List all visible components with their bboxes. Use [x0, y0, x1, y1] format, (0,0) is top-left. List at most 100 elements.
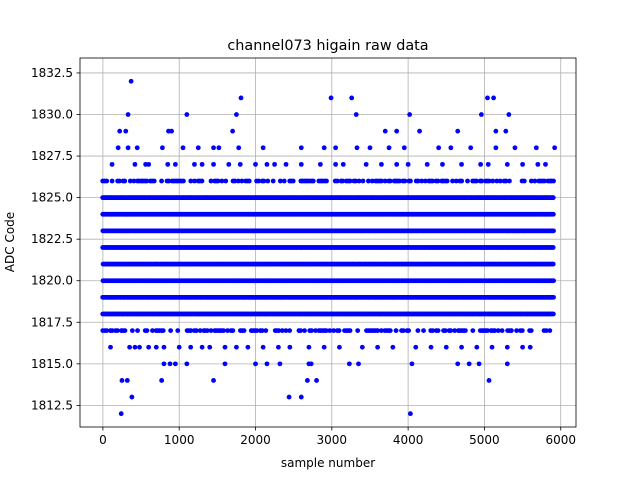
data-point — [503, 128, 509, 134]
data-point — [379, 161, 384, 167]
data-point — [459, 161, 464, 167]
data-point — [321, 145, 327, 151]
data-point — [394, 128, 400, 134]
data-point — [132, 344, 138, 350]
data-point — [323, 328, 329, 333]
data-point — [253, 361, 258, 367]
data-point — [265, 178, 271, 184]
data-point — [543, 328, 549, 333]
data-point — [287, 328, 293, 333]
x-tick-label: 3000 — [317, 433, 348, 447]
data-point — [298, 328, 304, 333]
x-tick-label: 5000 — [469, 433, 500, 447]
data-point — [234, 112, 239, 117]
data-point — [283, 328, 289, 333]
data-point — [115, 328, 120, 333]
data-point — [193, 328, 199, 333]
data-point — [367, 145, 373, 151]
data-point — [327, 328, 333, 333]
y-tick-label: 1832.5 — [31, 66, 73, 80]
data-point — [237, 161, 243, 167]
data-point — [119, 378, 125, 383]
data-point — [504, 361, 510, 367]
data-point — [264, 161, 270, 167]
data-point — [455, 361, 461, 367]
data-point — [309, 328, 314, 333]
data-point — [208, 328, 214, 333]
data-point — [236, 145, 242, 151]
chart-title: channel073 higain raw data — [227, 38, 428, 54]
y-tick-label: 1830.0 — [31, 108, 73, 122]
data-point — [223, 178, 229, 184]
data-point — [478, 161, 484, 167]
data-point — [308, 361, 314, 367]
data-point — [527, 344, 533, 350]
data-point — [161, 361, 167, 367]
data-point — [485, 328, 490, 333]
data-point — [521, 178, 527, 184]
data-point — [552, 145, 558, 151]
data-point — [137, 344, 142, 350]
data-point — [184, 361, 190, 367]
data-point — [493, 128, 499, 134]
data-point — [104, 328, 110, 333]
data-point — [415, 328, 421, 333]
data-point — [108, 344, 113, 350]
data-point — [135, 328, 140, 333]
data-point — [333, 161, 339, 167]
data-point — [127, 344, 132, 350]
data-point — [153, 344, 159, 350]
data-point — [444, 178, 450, 184]
x-tick-label: 4000 — [393, 433, 424, 447]
data-point — [204, 328, 210, 333]
data-point — [408, 178, 413, 184]
data-point — [168, 328, 174, 333]
data-point — [409, 361, 415, 367]
data-point — [378, 328, 384, 333]
data-point — [474, 344, 480, 350]
data-points — [100, 78, 558, 417]
data-point — [117, 128, 123, 134]
data-point — [317, 161, 323, 167]
data-point — [254, 328, 260, 333]
data-point — [128, 78, 134, 84]
data-point — [172, 361, 178, 367]
data-point — [506, 112, 512, 117]
data-point — [550, 261, 556, 267]
data-point — [459, 344, 464, 350]
data-point — [336, 328, 342, 333]
data-point — [465, 178, 470, 184]
data-point — [491, 95, 496, 101]
data-point — [279, 328, 285, 333]
data-point — [259, 328, 265, 333]
y-tick-label: 1812.5 — [31, 398, 73, 412]
data-point — [304, 378, 310, 383]
data-point — [298, 145, 304, 151]
y-tick-label: 1817.5 — [31, 315, 73, 329]
x-tick-label: 0 — [99, 433, 107, 447]
data-point — [512, 145, 518, 151]
data-point — [440, 161, 445, 167]
data-point — [272, 161, 277, 167]
data-point — [192, 161, 197, 167]
data-point — [442, 328, 448, 333]
data-point — [281, 178, 287, 184]
data-point — [363, 161, 369, 167]
data-point — [328, 95, 334, 101]
data-point — [485, 161, 491, 167]
data-point — [452, 328, 458, 333]
x-tick-label: 6000 — [545, 433, 576, 447]
data-point — [435, 328, 441, 333]
data-point — [234, 344, 239, 350]
data-point — [375, 344, 380, 350]
data-point — [550, 311, 556, 317]
data-point — [263, 328, 269, 333]
data-point — [226, 161, 232, 167]
data-point — [504, 344, 510, 350]
data-point — [260, 344, 266, 350]
data-point — [489, 344, 495, 350]
data-point — [520, 161, 525, 167]
x-tick-label: 1000 — [164, 433, 195, 447]
data-point — [124, 378, 130, 383]
data-point — [161, 344, 167, 350]
